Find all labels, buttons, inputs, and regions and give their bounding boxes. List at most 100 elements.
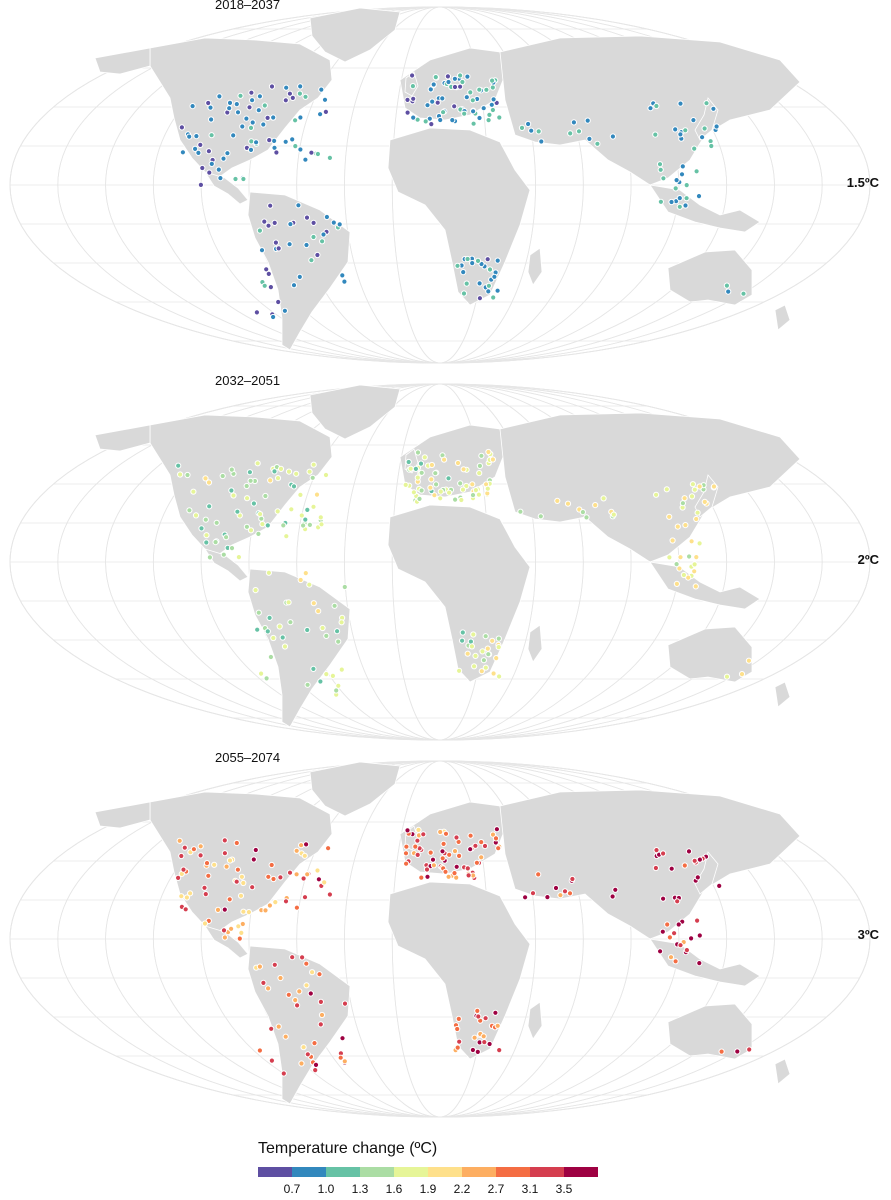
city-marker (666, 513, 673, 520)
city-marker (486, 111, 493, 119)
city-marker (420, 831, 427, 838)
city-marker (310, 665, 317, 672)
city-marker (275, 298, 282, 306)
land-northAmerica (149, 414, 333, 556)
city-marker (463, 94, 470, 101)
city-marker (280, 522, 287, 529)
city-marker (444, 73, 451, 80)
city-marker (282, 138, 289, 145)
city-marker (403, 860, 410, 867)
city-marker (653, 491, 660, 498)
city-marker (249, 97, 256, 104)
city-marker (298, 842, 305, 849)
city-marker (467, 846, 474, 853)
city-marker (308, 149, 315, 156)
city-marker (652, 864, 660, 872)
city-marker (475, 491, 482, 498)
city-marker (178, 893, 185, 900)
legend-tick-label: 1.6 (385, 1182, 403, 1196)
city-marker (205, 99, 212, 107)
city-marker (478, 854, 485, 861)
city-marker (230, 492, 237, 499)
city-marker (481, 842, 489, 850)
city-marker (484, 645, 491, 652)
city-marker (223, 863, 230, 870)
city-marker (414, 851, 421, 859)
city-marker (255, 107, 262, 114)
city-marker (451, 870, 458, 877)
city-marker (525, 120, 532, 128)
city-marker (203, 539, 210, 546)
city-marker (437, 828, 444, 836)
city-marker (475, 1013, 482, 1020)
city-marker (685, 574, 692, 581)
city-marker (316, 971, 323, 978)
city-marker (723, 673, 731, 680)
city-marker (428, 461, 435, 469)
city-marker (592, 502, 599, 509)
city-marker (268, 861, 275, 869)
city-marker (464, 255, 471, 263)
city-marker (561, 888, 569, 895)
city-marker (410, 114, 417, 121)
city-marker (442, 868, 449, 875)
city-marker (212, 539, 219, 546)
city-marker (701, 125, 708, 132)
city-marker (653, 102, 660, 110)
city-marker (660, 850, 667, 857)
city-marker (245, 909, 252, 916)
city-marker (668, 198, 675, 206)
city-marker (238, 873, 245, 880)
city-marker (696, 960, 703, 967)
city-marker (286, 869, 294, 876)
city-marker (690, 117, 697, 124)
city-marker (677, 554, 684, 561)
legend-tick-label: 2.2 (453, 1182, 471, 1196)
city-marker (265, 569, 272, 576)
city-marker (579, 509, 587, 516)
city-marker (678, 171, 686, 178)
city-marker (409, 83, 416, 90)
city-marker (318, 1011, 326, 1019)
city-marker (283, 533, 290, 540)
city-marker (254, 626, 261, 633)
city-marker (485, 282, 492, 289)
city-marker (276, 623, 283, 630)
city-markers (175, 448, 753, 698)
city-marker (494, 287, 501, 294)
city-marker (489, 637, 496, 644)
legend-swatch (258, 1167, 292, 1177)
city-marker (273, 149, 280, 156)
city-marker (247, 124, 255, 132)
city-marker (341, 1058, 348, 1065)
city-marker (692, 583, 699, 590)
city-marker (297, 114, 304, 121)
city-marker (440, 840, 447, 848)
city-marker (647, 105, 654, 112)
city-marker (674, 523, 681, 530)
city-marker (335, 638, 342, 645)
city-marker (248, 138, 255, 145)
city-marker (476, 114, 483, 122)
city-marker (746, 1046, 753, 1053)
city-marker (310, 600, 317, 607)
city-marker (673, 580, 681, 587)
city-marker (681, 862, 688, 869)
city-marker (672, 185, 679, 192)
city-marker (264, 114, 271, 122)
city-marker (478, 668, 485, 675)
city-marker (341, 1000, 349, 1007)
city-marker (688, 493, 696, 500)
city-marker (315, 876, 322, 883)
city-marker (290, 282, 298, 289)
land-masses (94, 384, 801, 728)
city-marker (271, 137, 278, 144)
city-marker (262, 907, 269, 914)
city-marker (268, 1057, 275, 1064)
city-marker (304, 1051, 311, 1058)
city-marker (483, 86, 490, 93)
city-marker (424, 873, 431, 880)
city-marker (255, 609, 262, 616)
city-marker (243, 482, 250, 490)
city-marker (664, 921, 671, 928)
